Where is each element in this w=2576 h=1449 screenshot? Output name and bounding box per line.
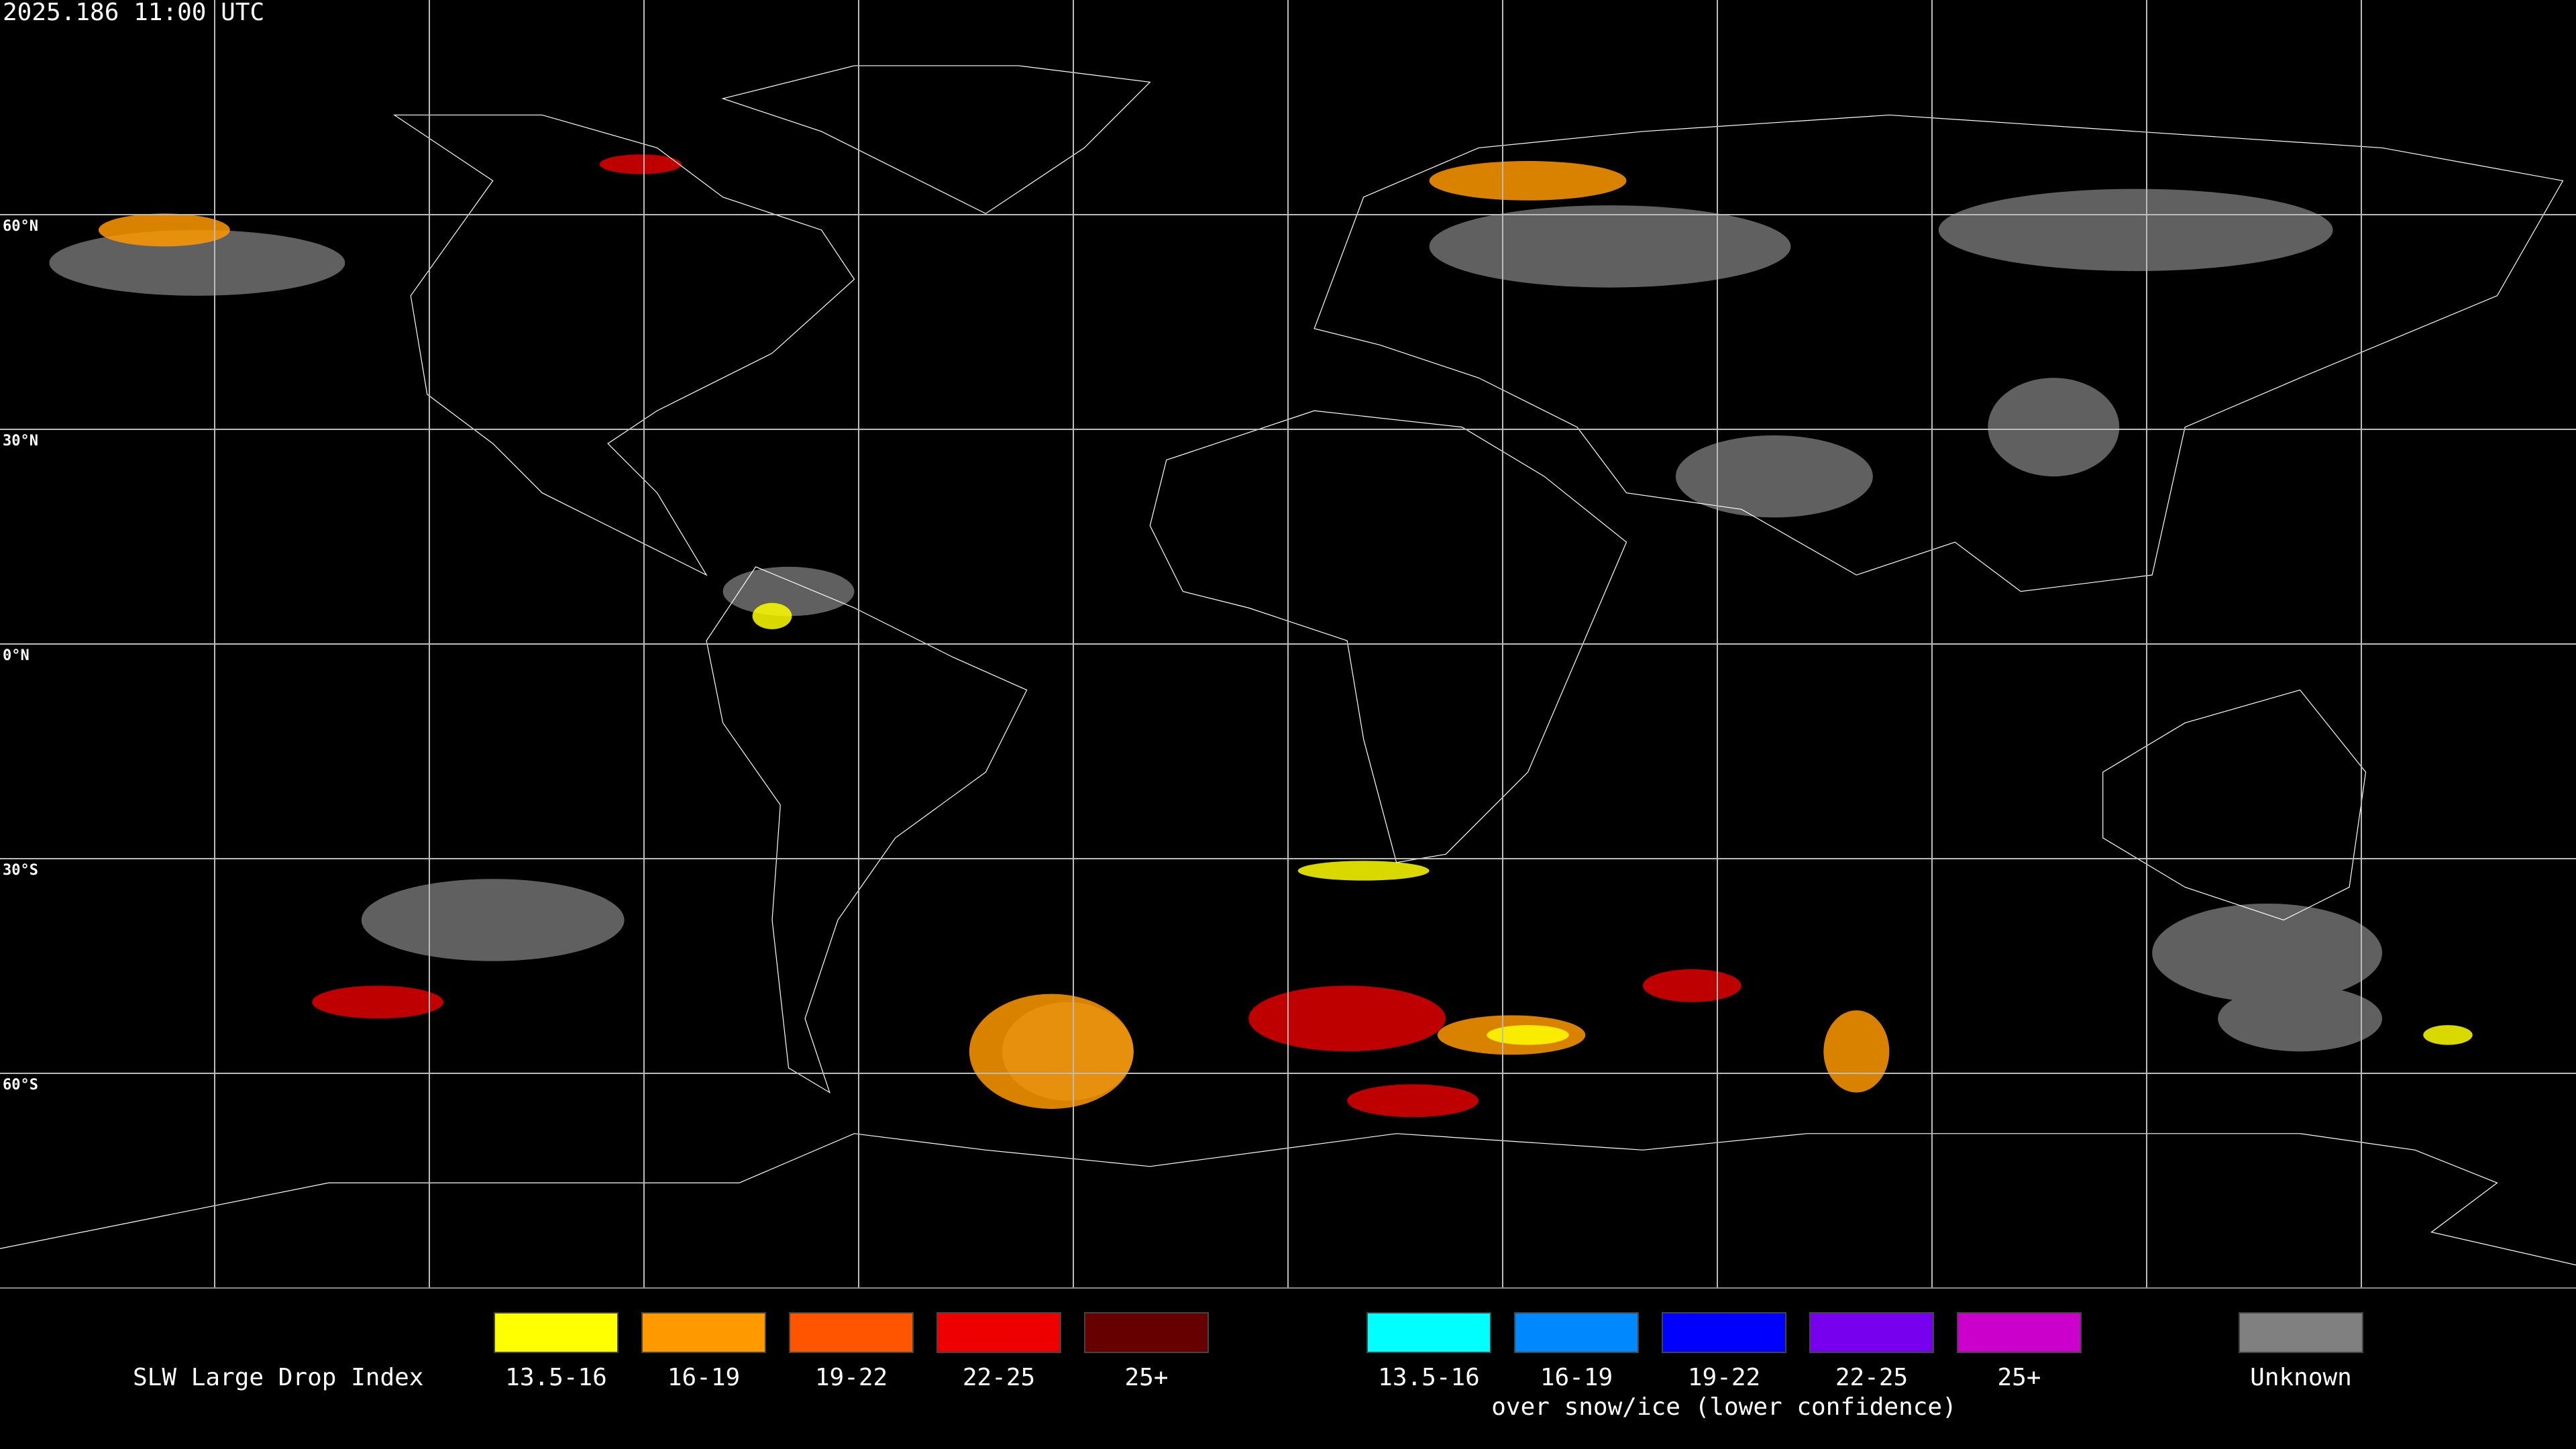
- legend-swatch: [1957, 1312, 2082, 1353]
- graticule: 60°N 30°N 0°N 30°S 60°S: [0, 0, 2576, 1288]
- legend-swatch: [494, 1312, 619, 1353]
- legend-swatch: [1809, 1312, 1934, 1353]
- legend-label: 25+: [1124, 1364, 1168, 1391]
- timestamp: 2025.186 11:00 UTC: [3, 0, 264, 26]
- latitude-label: 60°N: [3, 218, 38, 235]
- legend-label: 19-22: [815, 1364, 888, 1391]
- legend-label: 13.5-16: [1378, 1364, 1480, 1391]
- latitude-label: 30°S: [3, 862, 38, 879]
- legend-label: 19-22: [1688, 1364, 1760, 1391]
- legend-label: 16-19: [667, 1364, 740, 1391]
- legend-swatch: [1514, 1312, 1639, 1353]
- latitude-label: 0°N: [3, 647, 30, 664]
- legend-label: 25+: [1997, 1364, 2041, 1391]
- coastlines: [0, 66, 2576, 1265]
- legend-swatch: [1084, 1312, 1209, 1353]
- legend-label: 13.5-16: [505, 1364, 607, 1391]
- legend-label: 22-25: [1835, 1364, 1908, 1391]
- latitude-label: 30°N: [3, 433, 38, 449]
- legend-swatch: [1366, 1312, 1491, 1353]
- legend-title: SLW Large Drop Index: [133, 1364, 423, 1391]
- legend-caption: over snow/ice (lower confidence): [1491, 1393, 1957, 1421]
- legend-swatch: [789, 1312, 914, 1353]
- legend-label: 16-19: [1540, 1364, 1613, 1391]
- cloud-field: [49, 154, 2473, 1118]
- legend: 13.5-16 16-19 19-22 22-25 25+ 13.5-16 16-19 19-…: [494, 1312, 2363, 1421]
- legend-swatch: [2239, 1312, 2363, 1353]
- latitude-label: 60°S: [3, 1077, 38, 1093]
- legend-label: 22-25: [963, 1364, 1035, 1391]
- legend-swatch: [641, 1312, 766, 1353]
- legend-swatch: [936, 1312, 1061, 1353]
- legend-label: Unknown: [2250, 1364, 2352, 1391]
- legend-swatch: [1662, 1312, 1786, 1353]
